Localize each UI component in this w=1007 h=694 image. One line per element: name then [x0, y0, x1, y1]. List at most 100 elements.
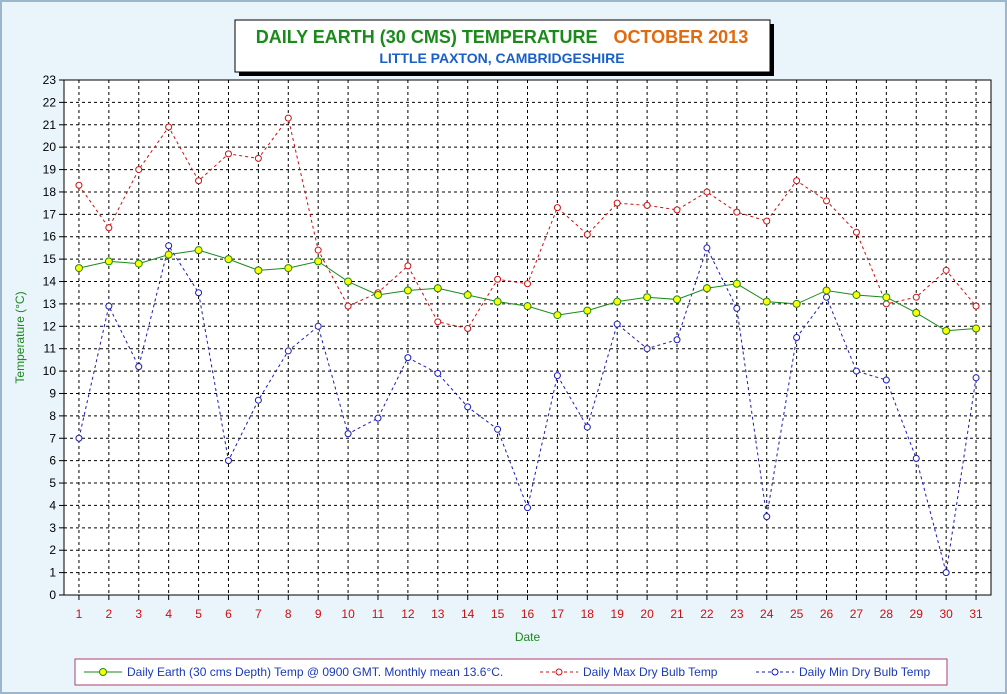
data-point	[254, 154, 262, 162]
y-axis-label: Temperature (°C)	[13, 291, 27, 383]
x-tick-label: 4	[165, 607, 172, 621]
y-tick-label: 19	[43, 163, 57, 177]
y-tick-label: 16	[43, 230, 57, 244]
data-point	[75, 181, 83, 189]
y-tick-label: 15	[43, 252, 57, 266]
y-tick-label: 4	[49, 498, 56, 512]
data-point	[703, 244, 711, 252]
x-tick-label: 30	[939, 607, 953, 621]
data-point	[165, 242, 173, 250]
data-point	[464, 325, 472, 333]
data-point	[553, 204, 561, 212]
x-tick-label: 21	[670, 607, 684, 621]
data-point	[344, 430, 352, 438]
data-point	[613, 320, 621, 328]
data-point	[882, 300, 890, 308]
legend-swatch-marker	[555, 668, 563, 676]
y-tick-label: 11	[44, 342, 57, 356]
y-tick-label: 10	[43, 364, 57, 378]
data-point	[583, 306, 592, 315]
data-point	[374, 414, 382, 422]
data-point	[733, 304, 741, 312]
data-point	[74, 264, 83, 273]
data-point	[224, 457, 232, 465]
legend-swatch-marker	[99, 668, 107, 676]
title-box	[234, 19, 771, 73]
x-tick-label: 31	[969, 607, 983, 621]
data-point	[464, 403, 472, 411]
data-point	[733, 208, 741, 216]
data-point	[793, 334, 801, 341]
data-point	[165, 123, 173, 131]
x-tick-label: 7	[255, 607, 262, 621]
y-tick-label: 8	[49, 409, 56, 423]
data-point	[613, 297, 622, 306]
data-point	[942, 326, 951, 335]
y-tick-label: 5	[49, 476, 56, 490]
y-tick-label: 22	[43, 95, 57, 109]
x-tick-label: 23	[730, 607, 744, 621]
x-tick-label: 15	[491, 607, 505, 621]
legend-label: Daily Max Dry Bulb Temp	[583, 665, 718, 679]
data-point	[494, 275, 502, 283]
y-tick-label: 7	[49, 431, 56, 445]
data-point	[344, 302, 352, 310]
data-point	[673, 206, 681, 214]
data-point	[224, 150, 232, 158]
data-point	[524, 504, 531, 512]
y-tick-label: 9	[49, 386, 56, 400]
data-point	[553, 311, 562, 320]
legend: Daily Earth (30 cms Depth) Temp @ 0900 G…	[84, 665, 930, 679]
data-point	[972, 374, 980, 382]
data-point	[494, 425, 502, 433]
data-point	[972, 324, 981, 333]
chart-title: DAILY EARTH (30 CMS) TEMPERATURE	[256, 27, 598, 47]
y-tick-label: 13	[43, 297, 57, 311]
y-tick-label: 6	[49, 454, 56, 468]
x-tick-label: 6	[225, 607, 232, 621]
x-tick-label: 29	[910, 607, 924, 621]
data-point	[284, 264, 293, 273]
data-point	[524, 280, 531, 288]
data-point	[852, 290, 861, 299]
y-tick-label: 0	[49, 588, 56, 602]
y-tick-label: 14	[43, 275, 57, 289]
data-point	[434, 318, 442, 326]
data-point	[912, 293, 920, 301]
data-point	[553, 372, 561, 380]
x-tick-label: 12	[401, 607, 415, 621]
data-point	[762, 297, 771, 306]
data-point	[403, 286, 412, 295]
data-point	[702, 284, 711, 293]
data-point	[763, 513, 771, 521]
data-point	[852, 367, 860, 375]
data-point	[195, 177, 203, 185]
data-point	[613, 199, 621, 207]
x-tick-label: 24	[760, 607, 774, 621]
y-tick-label: 17	[43, 207, 57, 221]
data-point	[823, 293, 831, 301]
x-tick-label: 22	[700, 607, 714, 621]
data-point	[434, 369, 442, 377]
data-point	[314, 322, 322, 330]
data-point	[972, 302, 980, 310]
x-tick-label: 26	[820, 607, 834, 621]
data-point	[463, 290, 472, 299]
x-tick-label: 18	[581, 607, 595, 621]
data-point	[314, 257, 323, 266]
data-point	[523, 302, 532, 311]
x-tick-label: 11	[372, 607, 385, 621]
data-point	[105, 224, 113, 232]
data-point	[195, 289, 203, 297]
data-point	[583, 423, 591, 431]
data-point	[373, 290, 382, 299]
data-point	[105, 302, 113, 310]
data-point	[673, 295, 682, 304]
data-point	[254, 266, 263, 275]
x-tick-label: 10	[341, 607, 355, 621]
legend-box	[74, 658, 948, 686]
data-point	[763, 217, 771, 225]
x-tick-labels: 1 2 3 4 5 6 7 8 9 10 11 12 13 14 15 16 17 18 19 20 21 22 23 24 2…	[76, 607, 983, 621]
y-tick-label: 21	[43, 118, 57, 132]
